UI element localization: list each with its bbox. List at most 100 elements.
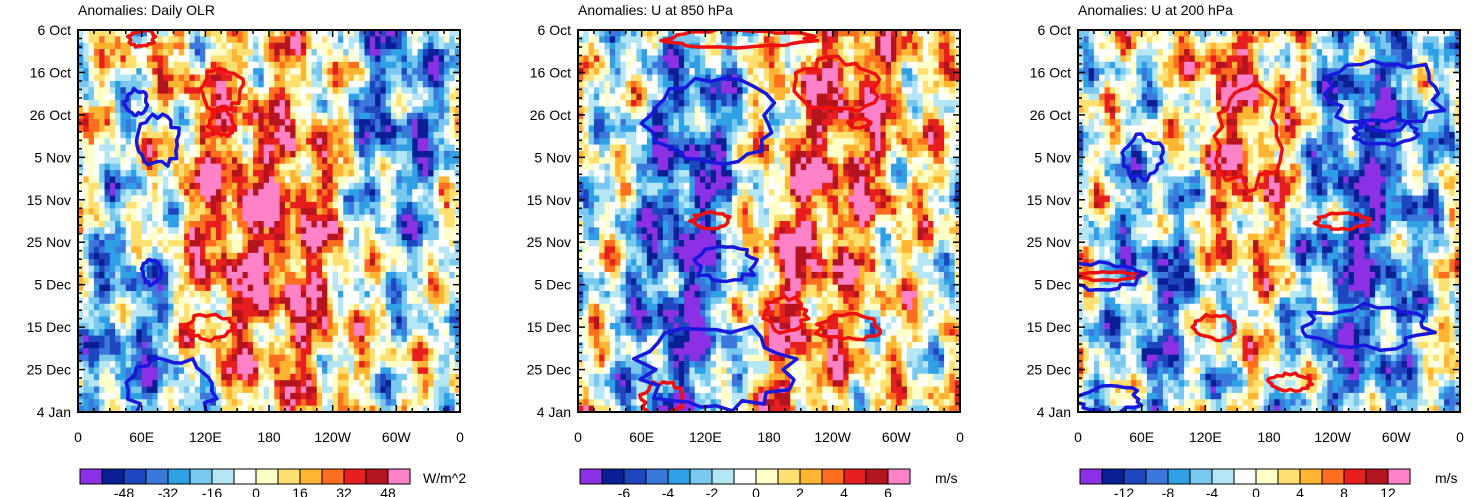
field-cell xyxy=(380,68,387,75)
field-cell xyxy=(93,246,100,254)
field-cell xyxy=(247,399,254,407)
field-cell xyxy=(449,316,456,324)
field-cell xyxy=(125,221,132,228)
field-cell xyxy=(364,392,371,400)
field-cell xyxy=(843,42,849,50)
field-cell xyxy=(253,131,259,139)
field-cell xyxy=(917,30,924,37)
field-cell xyxy=(152,201,158,209)
field-cell xyxy=(88,36,95,44)
field-cell xyxy=(327,42,334,50)
field-cell xyxy=(269,233,275,241)
field-cell xyxy=(152,310,158,317)
field-cell xyxy=(583,68,590,75)
field-cell xyxy=(274,252,281,260)
field-cell xyxy=(83,367,90,375)
field-cell xyxy=(221,405,227,412)
field-cell xyxy=(353,303,360,311)
field-cell xyxy=(391,322,397,330)
field-cell xyxy=(157,380,164,387)
field-cell xyxy=(631,61,637,69)
field-cell xyxy=(205,208,212,216)
field-cell xyxy=(173,36,180,44)
field-cell xyxy=(438,227,445,235)
field-cell xyxy=(449,100,456,107)
field-cell xyxy=(131,361,137,368)
field-cell xyxy=(104,131,111,139)
field-cell xyxy=(359,214,365,222)
field-cell xyxy=(369,341,376,349)
field-cell xyxy=(258,246,265,254)
field-cell xyxy=(120,259,127,266)
field-cell xyxy=(316,93,323,101)
field-cell xyxy=(412,144,418,152)
field-cell xyxy=(231,284,238,292)
field-cell xyxy=(258,316,265,324)
field-cell xyxy=(385,310,392,317)
field-cell xyxy=(237,335,243,343)
field-cell xyxy=(684,61,690,69)
field-cell xyxy=(428,380,434,387)
field-cell xyxy=(247,341,254,349)
field-cell xyxy=(327,240,334,247)
field-cell xyxy=(348,208,355,216)
field-cell xyxy=(375,348,381,356)
field-cell xyxy=(406,392,413,400)
field-cell xyxy=(928,36,934,44)
field-cell xyxy=(832,49,839,56)
field-cell xyxy=(327,150,334,158)
field-cell xyxy=(104,284,111,292)
field-cell xyxy=(178,49,185,56)
field-cell xyxy=(300,49,307,56)
field-cell xyxy=(205,316,212,324)
field-cell xyxy=(359,201,365,209)
field-cell xyxy=(88,373,95,381)
field-cell xyxy=(221,259,227,266)
field-cell xyxy=(322,354,328,362)
field-cell xyxy=(215,49,222,56)
field-cell xyxy=(385,36,392,44)
field-cell xyxy=(120,252,127,260)
field-cell xyxy=(327,373,334,381)
field-cell xyxy=(322,361,328,368)
field-cell xyxy=(433,310,440,317)
field-cell xyxy=(173,112,180,120)
field-cell xyxy=(428,341,434,349)
field-cell xyxy=(210,55,217,63)
field-cell xyxy=(146,201,153,209)
field-cell xyxy=(136,259,143,266)
field-cell xyxy=(588,61,595,69)
field-cell xyxy=(253,170,259,177)
field-cell xyxy=(231,380,238,387)
field-cell xyxy=(433,55,440,63)
field-cell xyxy=(83,150,90,158)
field-cell xyxy=(359,341,365,349)
field-cell xyxy=(396,316,403,324)
field-cell xyxy=(380,36,387,44)
field-cell xyxy=(800,42,807,50)
field-cell xyxy=(231,176,238,184)
field-cell xyxy=(83,112,90,120)
field-cell xyxy=(284,259,291,266)
field-cell xyxy=(221,163,227,171)
field-cell xyxy=(104,297,111,305)
field-cell xyxy=(337,87,344,95)
field-cell xyxy=(125,316,132,324)
field-cell xyxy=(162,144,169,152)
field-cell xyxy=(178,252,185,260)
field-cell xyxy=(428,284,434,292)
field-cell xyxy=(438,373,445,381)
field-cell xyxy=(311,150,318,158)
field-cell xyxy=(380,170,387,177)
field-cell xyxy=(449,106,456,114)
field-cell xyxy=(353,182,360,190)
field-cell xyxy=(290,55,296,63)
field-cell xyxy=(269,265,275,273)
field-cell xyxy=(152,227,158,235)
field-cell xyxy=(444,399,450,407)
field-cell xyxy=(417,125,424,133)
field-cell xyxy=(380,246,387,254)
field-cell xyxy=(454,405,460,412)
field-cell xyxy=(189,163,196,171)
field-cell xyxy=(417,100,424,107)
